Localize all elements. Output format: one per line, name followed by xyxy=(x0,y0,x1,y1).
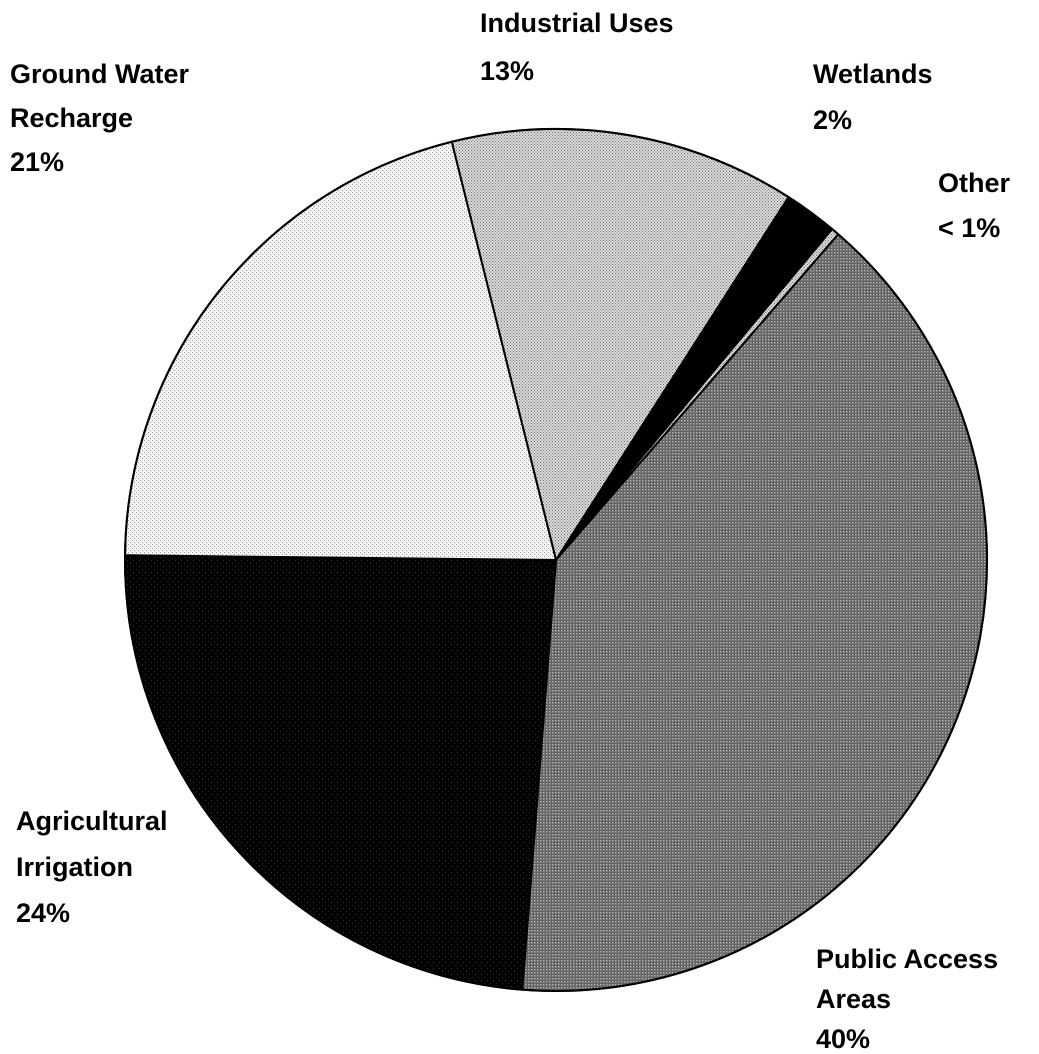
label-wetlands: Wetlands 2% xyxy=(813,59,940,135)
pie-slices xyxy=(124,128,988,992)
label-wetlands-value: 2% xyxy=(813,105,852,135)
label-other-line-1: Other xyxy=(938,168,1011,198)
label-agricultural-irrigation-line-2: Irrigation xyxy=(16,852,133,882)
label-public-access-areas-line-1: Public Access xyxy=(816,944,998,974)
pie-outline xyxy=(124,128,988,992)
label-industrial-uses: Industrial Uses 13% xyxy=(480,8,681,86)
label-ground-water-recharge-line-2: Recharge xyxy=(10,103,133,133)
label-public-access-areas-value: 40% xyxy=(816,1024,870,1054)
label-ground-water-recharge: Ground Water Recharge 21% xyxy=(10,59,197,177)
label-other-value: < 1% xyxy=(938,213,1000,243)
label-agricultural-irrigation: Agricultural Irrigation 24% xyxy=(16,806,175,928)
label-wetlands-line-1: Wetlands xyxy=(813,59,933,89)
label-ground-water-recharge-value: 21% xyxy=(10,147,64,177)
label-agricultural-irrigation-line-1: Agricultural xyxy=(16,806,168,836)
label-public-access-areas: Public Access Areas 40% xyxy=(816,944,1006,1054)
pie-slice-agricultural-irrigation xyxy=(124,554,558,991)
label-ground-water-recharge-line-1: Ground Water xyxy=(10,59,189,89)
label-industrial-uses-value: 13% xyxy=(480,56,534,86)
label-public-access-areas-line-2: Areas xyxy=(816,984,891,1014)
label-other: Other < 1% xyxy=(938,168,1018,243)
label-industrial-uses-line-1: Industrial Uses xyxy=(480,8,674,38)
label-agricultural-irrigation-value: 24% xyxy=(16,898,70,928)
